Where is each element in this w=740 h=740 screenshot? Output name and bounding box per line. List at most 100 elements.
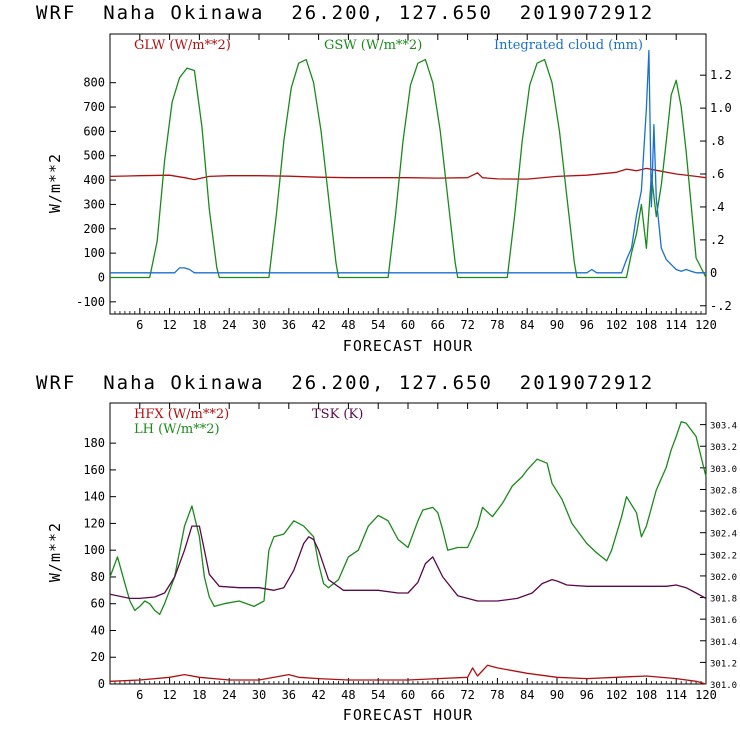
top-x-tick-label: 12 [162,318,176,332]
top-x-tick-label: 114 [665,318,687,332]
bottom-series-line-1 [109,421,707,616]
top-ylabel: W/m**2 [46,153,64,213]
bottom-y2-tick-label: 302.6 [710,508,737,518]
top-x-tick-label: 42 [311,318,325,332]
bottom-y-tick-label: 60 [91,597,105,611]
bottom-x-tick-label: 6 [136,688,143,702]
top-x-tick-label: 36 [282,318,296,332]
bottom-x-tick-label: 18 [192,688,206,702]
bottom-y-tick-label: 120 [83,516,105,530]
top-x-tick-label: 78 [490,318,504,332]
bottom-y2-tick-label: 303.2 [710,443,737,453]
bottom-y-tick-label: 160 [83,463,105,477]
top-x-tick-label: 108 [636,318,658,332]
top-y-tick-label: 0 [98,270,105,284]
bottom-y-tick-label: 80 [91,570,105,584]
bottom-y2-tick-label: 302.4 [710,530,737,540]
top-x-tick-label: 30 [252,318,266,332]
bottom-y2-tick-label: 301.8 [710,595,737,605]
top-plot-frame [109,33,707,315]
top-series-line-1 [110,58,707,279]
top-y2-tick-label: .4 [710,200,724,214]
top-y2-tick-label: 1.2 [710,68,732,82]
top-series-line-0 [109,167,707,181]
bottom-y2-tick-label: 302.0 [710,573,737,583]
top-x-tick-label: 102 [606,318,628,332]
top-y-tick-label: 100 [83,246,105,260]
top-x-tick-label: 6 [136,318,143,332]
bottom-y2-tick-label: 303.4 [710,422,737,432]
bottom-y2-tick-label: 301.0 [710,681,737,691]
top-y-tick-label: 500 [83,149,105,163]
bottom-y-tick-label: 0 [98,677,105,691]
top-y2-tick-label: -.2 [710,299,732,313]
bottom-y-tick-label: 180 [83,436,105,450]
bottom-plot-frame [109,402,707,685]
top-x-tick-label: 48 [341,318,355,332]
bottom-y2-tick-label: 302.8 [710,486,737,496]
top-y-tick-label: 400 [83,173,105,187]
top-legend-cloud: Integrated cloud (mm) [494,38,643,53]
bottom-x-tick-label: 42 [311,688,325,702]
bottom-y2-tick-label: 302.2 [710,551,737,561]
bottom-x-tick-label: 102 [606,688,628,702]
top-x-tick-label: 84 [520,318,534,332]
top-y-tick-label: 600 [83,124,105,138]
top-legend-gsw: GSW (W/m**2) [324,38,422,53]
top-y2-tick-label: 1.0 [710,101,732,115]
bottom-x-tick-label: 12 [162,688,176,702]
bottom-x-tick-label: 36 [282,688,296,702]
bottom-y2-tick-label: 303.0 [710,465,737,475]
bottom-y2-tick-label: 301.4 [710,638,737,648]
bottom-legend-tsk: TSK (K) [312,407,363,422]
bottom-ylabel: W/m**2 [46,522,64,582]
bottom-x-tick-label: 90 [550,688,564,702]
bottom-x-tick-label: 60 [401,688,415,702]
bottom-x-tick-label: 120 [695,688,717,702]
bottom-y-tick-label: 20 [91,650,105,664]
top-x-tick-label: 66 [431,318,445,332]
bottom-y-tick-label: 100 [83,543,105,557]
bottom-x-tick-label: 114 [665,688,687,702]
top-legend-glw: GLW (W/m**2) [134,38,231,53]
top-y-tick-label: 300 [83,197,105,211]
bottom-y-tick-label: 40 [91,623,105,637]
top-y2-tick-label: .6 [710,167,724,181]
top-x-tick-label: 120 [695,318,717,332]
bottom-x-tick-label: 48 [341,688,355,702]
bottom-x-tick-label: 96 [580,688,594,702]
bottom-panel-title: WRF Naha Okinawa 26.200, 127.650 2019072… [36,372,655,394]
top-x-tick-label: 54 [371,318,385,332]
top-y2-tick-label: 0 [710,266,717,280]
bottom-x-tick-label: 54 [371,688,385,702]
bottom-legend-hfx: HFX (W/m**2) [134,407,229,422]
top-y2-tick-label: .2 [710,233,724,247]
bottom-x-tick-label: 108 [636,688,658,702]
top-y-tick-label: -100 [76,295,105,309]
top-x-tick-label: 60 [401,318,415,332]
top-x-tick-label: 90 [550,318,564,332]
bottom-legend-lh: LH (W/m**2) [134,422,220,437]
bottom-x-tick-label: 78 [490,688,504,702]
bottom-x-tick-label: 24 [222,688,236,702]
top-x-tick-label: 24 [222,318,236,332]
top-y-tick-label: 800 [83,76,105,90]
top-xlabel: FORECAST HOUR [343,337,473,355]
top-y2-tick-label: .8 [710,134,724,148]
bottom-y2-tick-label: 301.6 [710,616,737,626]
bottom-series-line-2 [109,525,707,602]
bottom-y2-tick-label: 301.2 [710,659,737,669]
bottom-series-line-0 [109,664,707,685]
bottom-x-tick-label: 72 [460,688,474,702]
bottom-x-tick-label: 30 [252,688,266,702]
top-x-tick-label: 18 [192,318,206,332]
bottom-x-tick-label: 66 [431,688,445,702]
top-x-tick-label: 72 [460,318,474,332]
bottom-x-tick-label: 84 [520,688,534,702]
top-y-tick-label: 700 [83,100,105,114]
top-panel-title: WRF Naha Okinawa 26.200, 127.650 2019072… [36,2,655,24]
top-series-line-2 [110,49,706,274]
bottom-y-tick-label: 140 [83,490,105,504]
top-x-tick-label: 96 [580,318,594,332]
